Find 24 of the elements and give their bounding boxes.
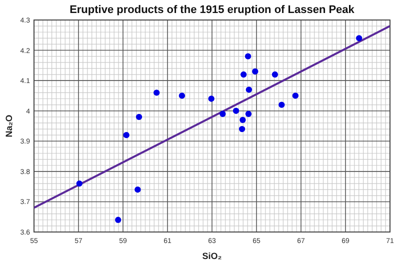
point [240,116,246,124]
chart-title: Eruptive products of the 1915 eruption of Lassen Peak [70,4,356,16]
point [245,110,252,117]
point [238,126,246,132]
point [76,180,82,187]
point [240,71,247,78]
point [134,186,141,193]
point [272,71,278,78]
point [178,92,186,99]
point [292,92,299,99]
point [244,53,252,60]
point [232,108,240,114]
point [154,90,160,96]
x-axis-title: SiO₂ [202,251,222,261]
y-axis-title: Na₂O [4,114,14,138]
point [115,216,122,223]
point [278,102,285,108]
point [208,96,214,102]
point [246,86,252,93]
point [136,114,142,120]
point [356,35,362,42]
point [252,68,258,75]
point [220,110,226,117]
point [123,132,130,138]
